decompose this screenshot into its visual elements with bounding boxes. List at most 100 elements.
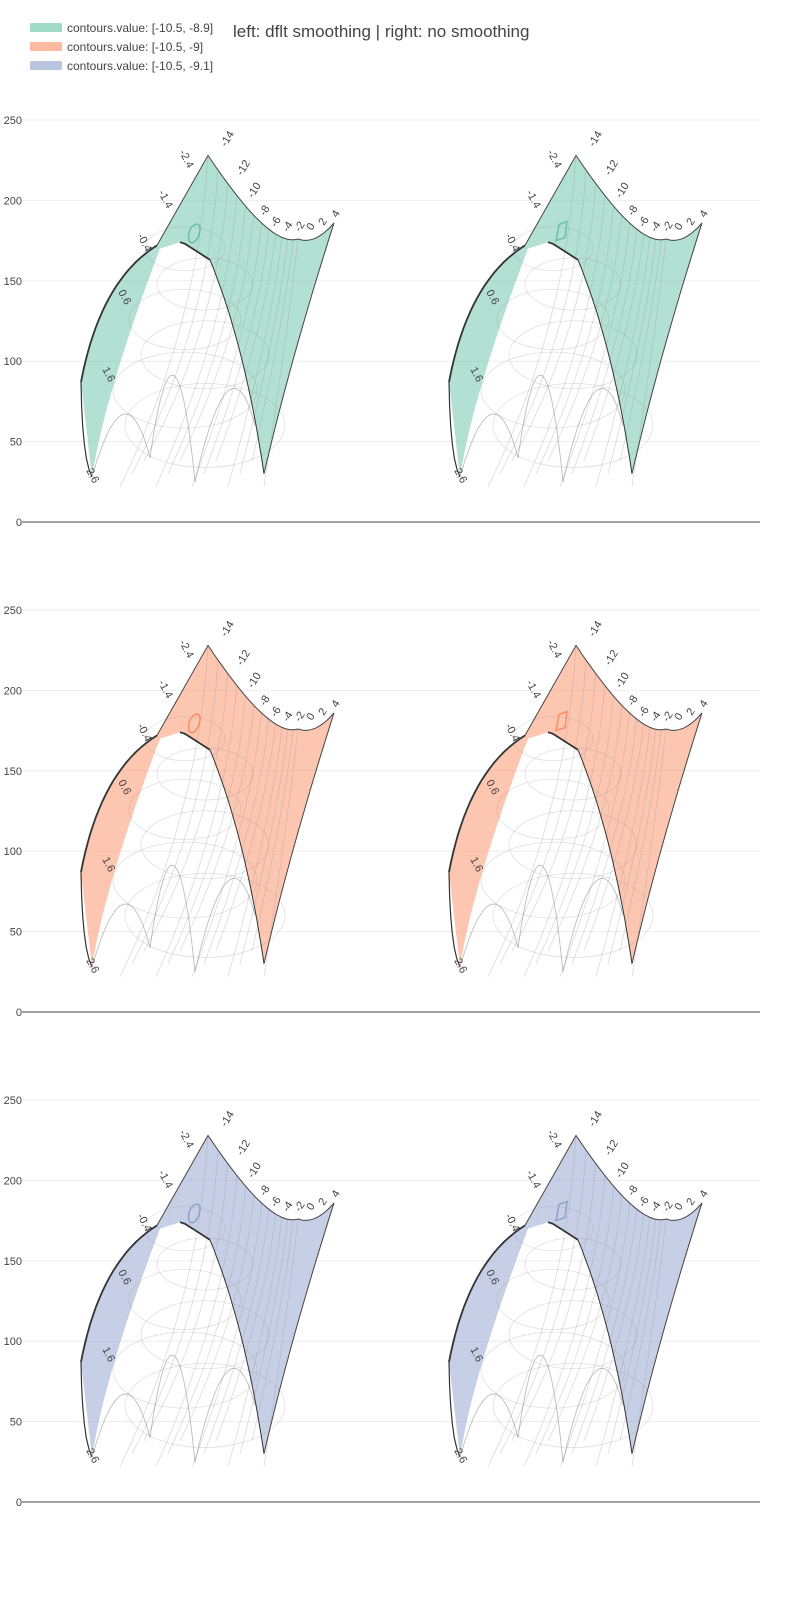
carpet-edge-top xyxy=(179,241,211,261)
carpet-edge-outer xyxy=(156,154,335,246)
carpet-aline xyxy=(595,237,651,487)
carpet-aline xyxy=(511,183,597,462)
carpet-panel: -14-12-10-8-6-4-2024-2.4-1.4-0.40.61.62.… xyxy=(448,1109,711,1467)
carpet-aline xyxy=(167,696,246,964)
legend-item[interactable]: contours.value: [-10.5, -9.1] xyxy=(30,56,213,75)
carpet-aline xyxy=(631,1218,667,1467)
carpet-bline xyxy=(492,383,654,468)
a-axis-tick-label: 0 xyxy=(304,1201,317,1213)
contour-fill-left xyxy=(449,242,548,477)
legend-label: contours.value: [-10.5, -8.9] xyxy=(67,20,214,35)
carpet-aline xyxy=(215,233,276,462)
contour-loop xyxy=(187,223,201,244)
contour-loop xyxy=(555,1200,568,1222)
b-axis-tick-label: -2.4 xyxy=(176,638,196,660)
legend-swatch-orange xyxy=(30,42,62,51)
a-axis-tick-label: -8 xyxy=(625,1183,640,1198)
a-axis-tick-label: -10 xyxy=(613,671,632,691)
carpet-aline xyxy=(119,645,209,977)
a-axis-tick-label: 2 xyxy=(316,1196,329,1208)
y-tick-label: 0 xyxy=(16,517,22,529)
contour-loop xyxy=(555,220,568,242)
a-axis-tick-label: -10 xyxy=(245,181,264,201)
a-axis-tick-label: 4 xyxy=(329,1188,342,1200)
carpet-bline xyxy=(124,873,286,958)
a-axis-tick-label: -14 xyxy=(586,129,605,149)
carpet-ridge xyxy=(562,1367,624,1462)
legend-label: contours.value: [-10.5, -9.1] xyxy=(67,58,214,73)
carpet-bline xyxy=(492,873,654,958)
legend-item[interactable]: contours.value: [-10.5, -9] xyxy=(30,37,213,56)
carpet-aline xyxy=(251,1219,294,1441)
a-axis-tick-label: 4 xyxy=(697,1188,710,1200)
b-axis-tick-label: -2.4 xyxy=(544,1128,564,1150)
chart-title: left: dflt smoothing | right: no smoothi… xyxy=(233,22,530,41)
b-axis-tick-label: -1.4 xyxy=(155,188,175,210)
carpet-aline xyxy=(547,705,623,952)
contour-loop xyxy=(187,713,201,734)
carpet-ridge xyxy=(91,903,151,968)
contour-fill-right xyxy=(157,645,334,964)
b-axis-tick-label: -2.4 xyxy=(176,148,196,170)
b-axis-tick-label: 2.6 xyxy=(83,466,101,485)
a-axis-tick-label: -14 xyxy=(218,1109,237,1129)
y-tick-label: 100 xyxy=(4,356,22,368)
a-axis-tick-label: -8 xyxy=(625,203,640,218)
b-axis-tick-label: -2.4 xyxy=(176,1128,196,1150)
carpet-bline xyxy=(524,1237,622,1291)
carpet-aline xyxy=(227,727,283,977)
contour-fill-left xyxy=(81,1222,180,1457)
carpet-edge-left xyxy=(448,244,526,383)
chart-row: 050100150200250-14-12-10-8-6-4-2024-2.4-… xyxy=(4,115,760,529)
carpet-aline xyxy=(239,239,289,474)
carpet-edge-top xyxy=(547,731,579,751)
carpet-aline xyxy=(155,1175,238,1467)
contour-line xyxy=(577,1239,633,1454)
carpet-aline xyxy=(595,1217,651,1467)
carpet-aline xyxy=(179,1195,255,1442)
b-axis-tick-label: 2.6 xyxy=(83,956,101,975)
a-axis-tick-label: -8 xyxy=(625,693,640,708)
carpet-edge-top xyxy=(179,731,211,751)
a-axis-tick-label: 0 xyxy=(672,221,685,233)
b-axis-tick-label: -1.4 xyxy=(155,678,175,700)
carpet-ridge xyxy=(517,1354,564,1462)
carpet-bline xyxy=(128,778,242,840)
carpet-aline xyxy=(263,1218,299,1467)
carpet-aline xyxy=(215,723,276,952)
contour-fill-left xyxy=(81,732,180,967)
contour-fill-left xyxy=(81,242,180,477)
a-axis-tick-label: 0 xyxy=(672,711,685,723)
carpet-aline xyxy=(167,206,246,474)
y-tick-label: 200 xyxy=(4,685,22,697)
contour-line xyxy=(209,1239,265,1454)
carpet-aline xyxy=(535,696,614,964)
carpet-aline xyxy=(487,645,577,977)
carpet-edge-top xyxy=(547,1221,579,1241)
carpet-bline xyxy=(512,716,594,762)
carpet-aline xyxy=(119,155,209,487)
carpet-bline xyxy=(480,1331,626,1409)
a-axis-tick-label: -12 xyxy=(234,648,253,668)
carpet-aline xyxy=(523,1175,606,1467)
carpet-aline xyxy=(619,1219,662,1441)
carpet-edge-corner xyxy=(80,382,93,478)
carpet-aline xyxy=(227,1217,283,1467)
y-tick-label: 50 xyxy=(10,927,22,939)
carpet-edge-left xyxy=(80,1224,158,1363)
b-axis-tick-label: -2.4 xyxy=(544,148,564,170)
carpet-aline xyxy=(239,729,289,964)
carpet-edge-outer xyxy=(156,1134,335,1226)
y-tick-label: 250 xyxy=(4,115,22,127)
y-tick-label: 0 xyxy=(16,1007,22,1019)
contour-line xyxy=(577,259,633,474)
a-axis-tick-label: -10 xyxy=(613,181,632,201)
carpet-edge-right xyxy=(631,1202,703,1454)
legend-item[interactable]: contours.value: [-10.5, -8.9] xyxy=(30,18,213,37)
a-axis-tick-label: 0 xyxy=(672,1201,685,1213)
carpet-aline xyxy=(523,685,606,977)
carpet-edge-corner xyxy=(448,382,461,478)
a-axis-tick-label: 0 xyxy=(304,711,317,723)
a-axis-tick-label: -14 xyxy=(586,619,605,639)
